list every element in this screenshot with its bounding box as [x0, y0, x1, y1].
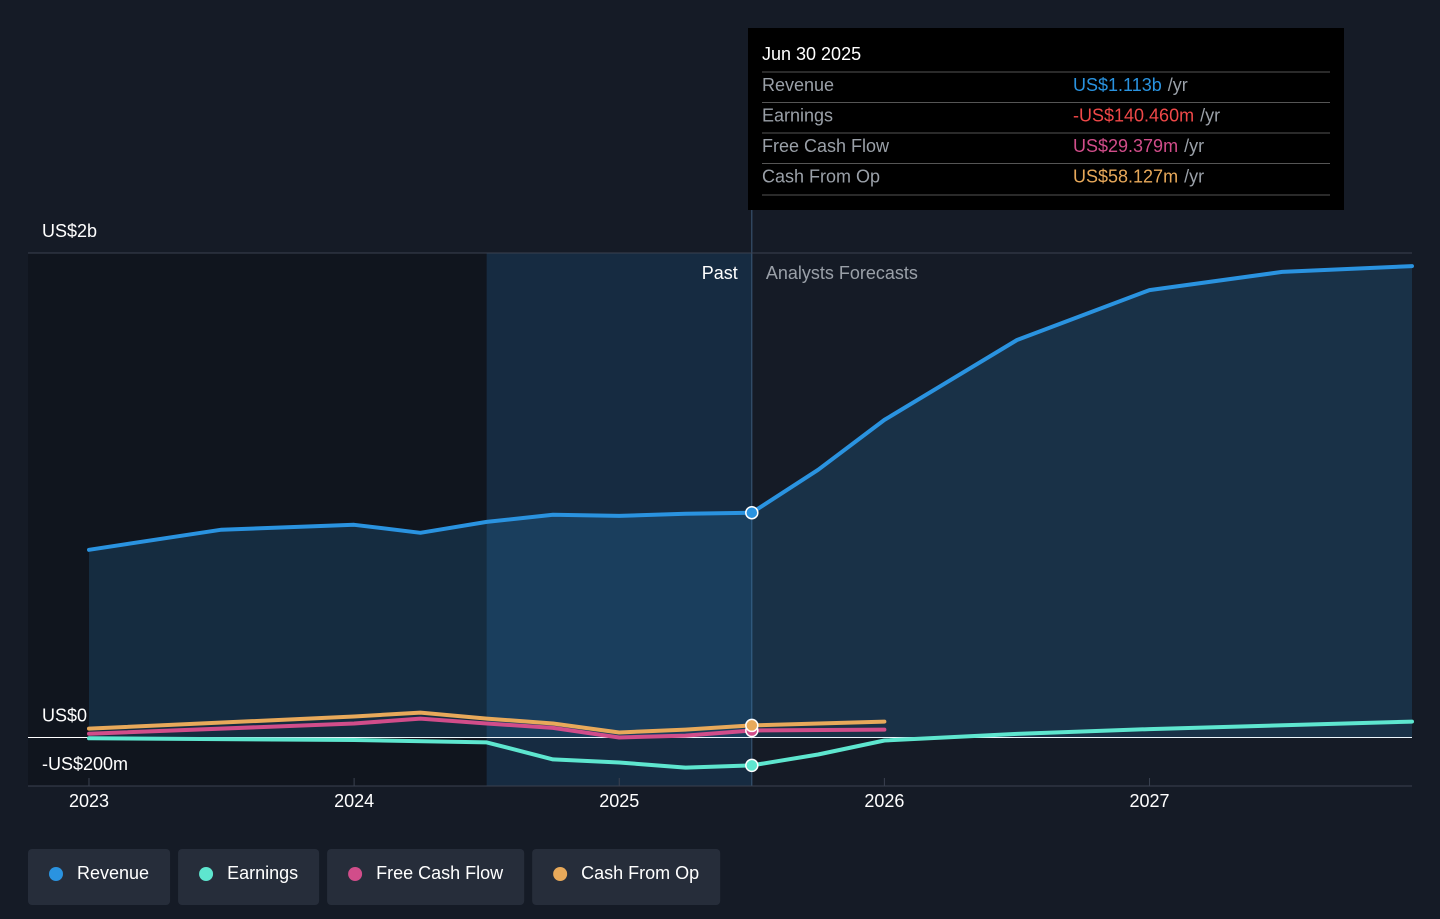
- legend-item[interactable]: Revenue: [28, 849, 171, 905]
- legend-label[interactable]: Free Cash Flow: [376, 863, 504, 883]
- y-tick-label: -US$200m: [42, 754, 128, 774]
- x-tick-label: 2023: [69, 791, 109, 811]
- point-marker: [745, 718, 759, 733]
- x-tick-label: 2025: [599, 791, 639, 811]
- y-tick-label: US$2b: [42, 221, 97, 241]
- tooltip-unit: /yr: [1168, 75, 1188, 95]
- legend-label[interactable]: Revenue: [77, 863, 149, 883]
- series-line: [87, 264, 1414, 552]
- legend-button[interactable]: [532, 849, 721, 905]
- tooltip-unit: /yr: [1200, 105, 1220, 125]
- legend-button[interactable]: [327, 849, 525, 905]
- tooltip-label: Earnings: [762, 105, 833, 125]
- tooltip-unit: /yr: [1184, 136, 1204, 156]
- legend-item[interactable]: Free Cash Flow: [327, 849, 525, 905]
- legend-item[interactable]: Cash From Op: [532, 849, 721, 905]
- legend-label[interactable]: Earnings: [227, 863, 298, 883]
- legend-button[interactable]: [28, 849, 171, 905]
- series-line: [87, 716, 887, 740]
- tooltip-label: Free Cash Flow: [762, 136, 890, 156]
- tooltip-value: US$1.113b: [1073, 75, 1162, 95]
- legend-swatch: [49, 867, 63, 881]
- tooltip-label: Revenue: [762, 75, 834, 95]
- legend-button[interactable]: [178, 849, 320, 905]
- point-marker: [745, 505, 759, 520]
- past-label: Past: [702, 263, 738, 283]
- legend-label[interactable]: Cash From Op: [581, 863, 699, 883]
- tooltip-value: -US$140.460m: [1073, 105, 1194, 125]
- tooltip-label: Cash From Op: [762, 166, 880, 186]
- tooltip-date: Jun 30 2025: [762, 44, 861, 64]
- tooltip-box: [748, 28, 1344, 210]
- area: [88, 266, 1413, 738]
- forecast-label: Analysts Forecasts: [766, 263, 918, 283]
- point-marker: [745, 758, 759, 773]
- history-region: [28, 253, 487, 786]
- series-line: [87, 719, 1414, 770]
- x-tick-label: 2026: [864, 791, 904, 811]
- tooltip-value: US$58.127m: [1073, 166, 1178, 186]
- legend-item[interactable]: Earnings: [178, 849, 320, 905]
- tooltip: Jun 30 2025 Revenue US$1.113b/yr Earnings -…: [748, 28, 1344, 210]
- plot-area: Past Analysts Forecasts US$2b US$0 -US$200m 2…: [28, 210, 1414, 811]
- legend-swatch: [348, 867, 363, 881]
- y-tick-label: US$0: [42, 705, 87, 725]
- series-line: [87, 710, 887, 735]
- legend: Revenue Earnings Free Cash Flow Cash From O…: [28, 849, 721, 905]
- tooltip-value: US$29.379m: [1073, 136, 1178, 156]
- x-tick-label: 2027: [1129, 791, 1169, 811]
- past-region: [486, 253, 752, 786]
- x-tick-label: 2024: [334, 791, 374, 811]
- tooltip-unit: /yr: [1184, 166, 1204, 186]
- legend-swatch: [553, 867, 568, 881]
- legend-swatch: [199, 867, 214, 881]
